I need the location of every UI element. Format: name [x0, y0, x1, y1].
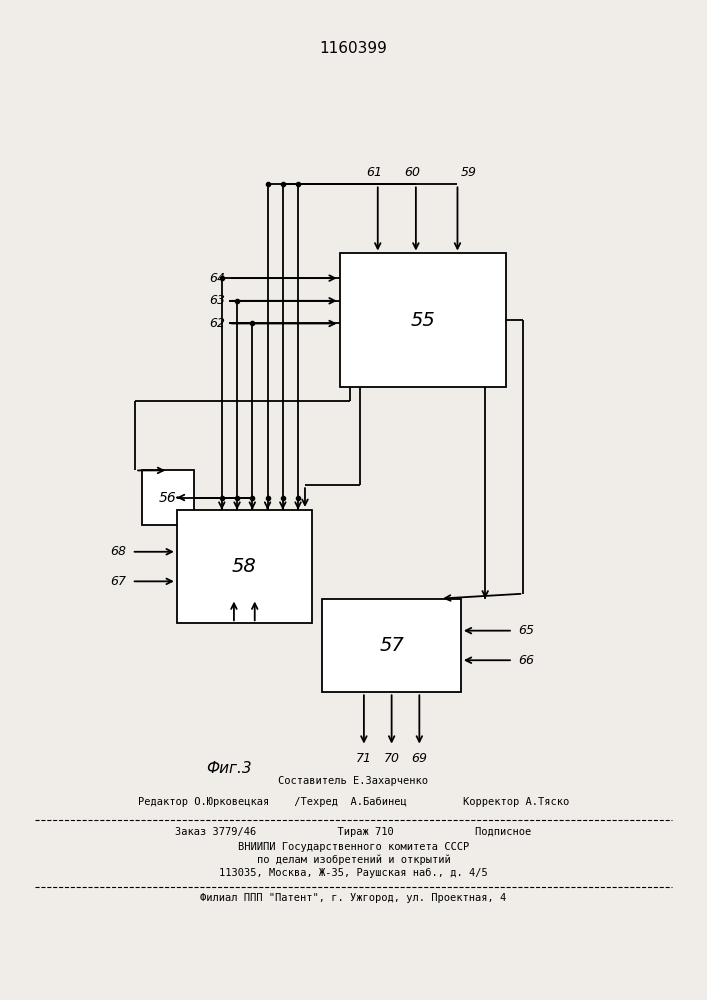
Text: 64: 64 [209, 272, 226, 285]
Bar [142, 470, 194, 525]
Text: 57: 57 [379, 636, 404, 655]
Text: ВНИИПИ Государственного комитета СССР: ВНИИПИ Государственного комитета СССР [238, 842, 469, 852]
Bar [177, 510, 312, 623]
Text: 67: 67 [110, 575, 126, 588]
Bar [339, 253, 506, 387]
Text: Фиг.3: Фиг.3 [206, 761, 252, 776]
Text: 65: 65 [518, 624, 534, 637]
Text: 56: 56 [159, 491, 177, 505]
Text: по делам изобретений и открытий: по делам изобретений и открытий [257, 855, 450, 865]
Text: 71: 71 [356, 752, 372, 765]
Text: Составитель Е.Захарченко: Составитель Е.Захарченко [279, 776, 428, 786]
Text: Филиал ППП "Патент", г. Ужгород, ул. Проектная, 4: Филиал ППП "Патент", г. Ужгород, ул. Про… [200, 893, 507, 903]
Text: 1160399: 1160399 [320, 41, 387, 56]
Text: Редактор О.Юрковецкая    /Техред  А.Бабинец         Корректор А.Тяско: Редактор О.Юрковецкая /Техред А.Бабинец … [138, 797, 569, 807]
Text: 61: 61 [366, 166, 382, 179]
Bar [322, 599, 461, 692]
Text: 68: 68 [110, 545, 126, 558]
Text: 62: 62 [209, 317, 226, 330]
Text: 58: 58 [232, 557, 257, 576]
Text: Заказ 3779/46             Тираж 710             Подписное: Заказ 3779/46 Тираж 710 Подписное [175, 827, 532, 837]
Text: 55: 55 [411, 311, 436, 330]
Text: 113035, Москва, Ж-35, Раушская наб., д. 4/5: 113035, Москва, Ж-35, Раушская наб., д. … [219, 868, 488, 878]
Text: 63: 63 [209, 294, 226, 307]
Text: 70: 70 [384, 752, 399, 765]
Text: 69: 69 [411, 752, 427, 765]
Text: 66: 66 [518, 654, 534, 667]
Text: 59: 59 [461, 166, 477, 179]
Text: 60: 60 [404, 166, 421, 179]
